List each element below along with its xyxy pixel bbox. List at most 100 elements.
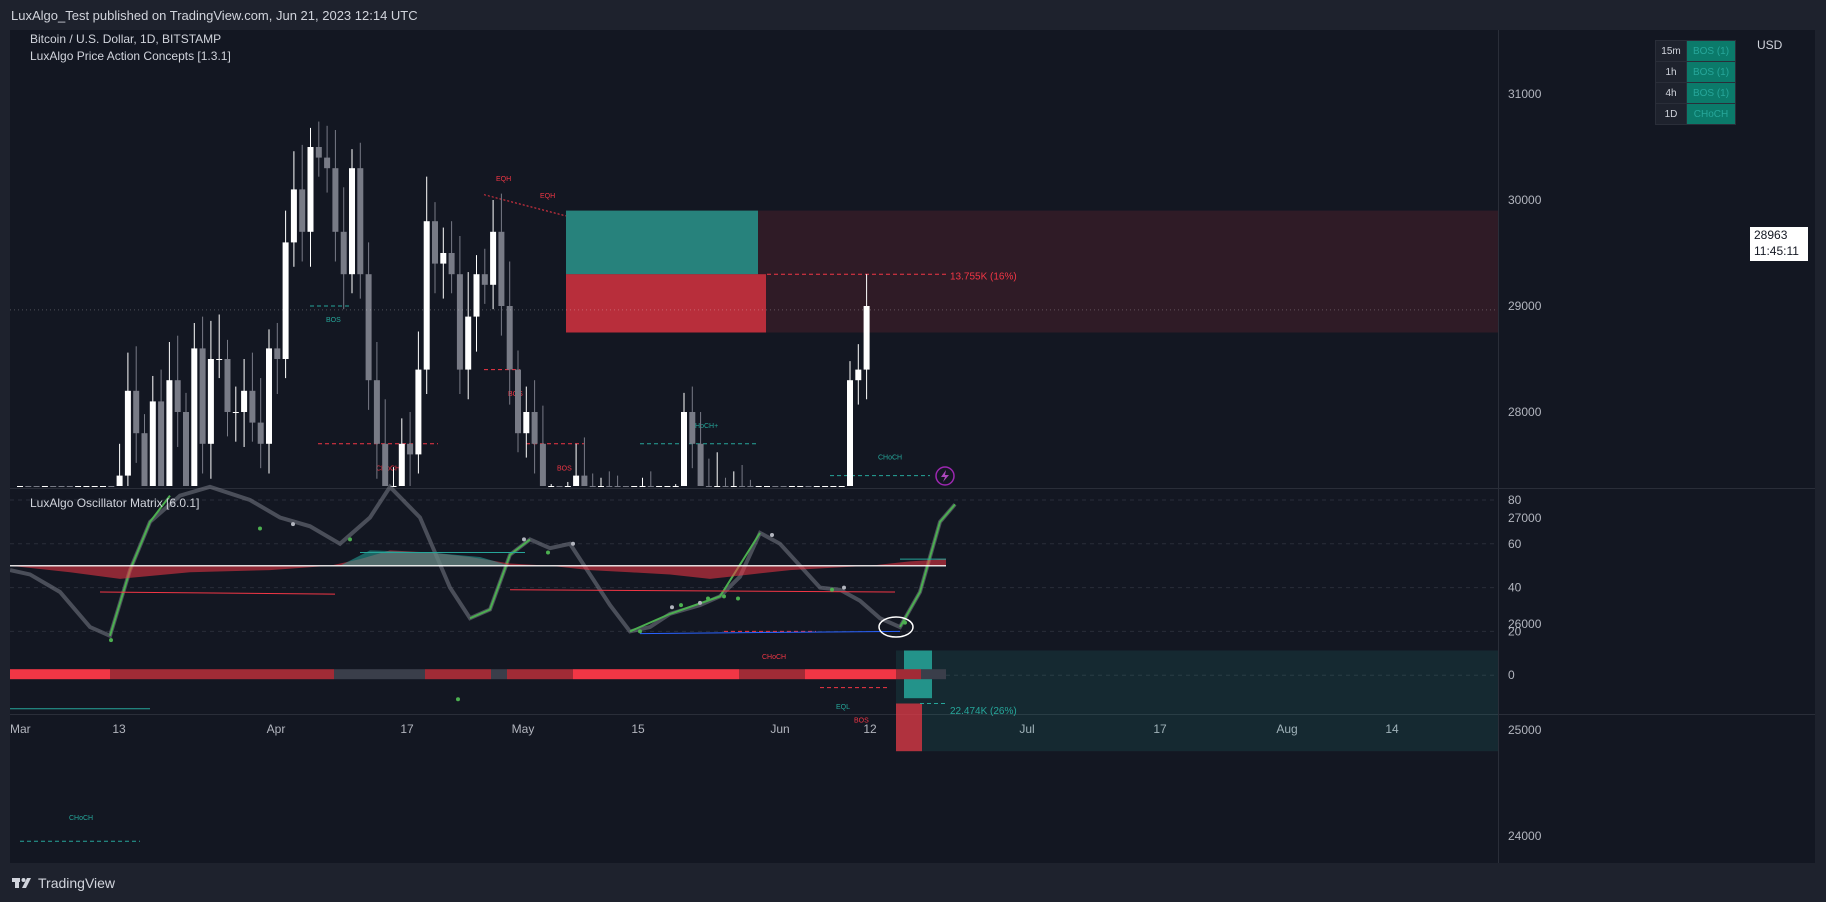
osc-bull-segment xyxy=(629,532,761,633)
candle-body xyxy=(149,401,156,486)
candle-body xyxy=(498,231,505,306)
candle-body xyxy=(398,443,405,486)
bos-label: BOS xyxy=(557,465,572,472)
mtf-status: BOS (1) xyxy=(1686,82,1736,104)
eqh-label: EQH xyxy=(496,176,511,183)
candle-body xyxy=(108,486,115,487)
time-tick-label: 17 xyxy=(400,722,414,736)
candle-body xyxy=(681,412,687,486)
candle-body xyxy=(349,168,355,275)
candle-body xyxy=(739,486,746,487)
candle-body xyxy=(50,486,57,487)
candle-body xyxy=(75,486,82,487)
candle-body xyxy=(672,486,679,487)
price-tick-label: 31000 xyxy=(1508,87,1542,101)
price-tick-label: 26000 xyxy=(1508,617,1542,631)
candle-body xyxy=(697,443,704,486)
choch-label: CHoCH xyxy=(69,815,93,822)
heatmap-segment xyxy=(739,669,805,680)
candle-body xyxy=(423,221,430,370)
candle-body xyxy=(290,189,297,243)
heatmap-segment xyxy=(491,669,507,680)
countdown-value: 11:45:11 xyxy=(1754,244,1799,258)
candle-body xyxy=(515,369,521,434)
chart-canvas[interactable]: 31000 30000 29000 28000 27000 26000 25000 24000… xyxy=(10,30,1815,863)
price-tick-label: 28000 xyxy=(1508,405,1542,419)
candle-body xyxy=(647,486,654,487)
time-tick-label: 13 xyxy=(112,722,126,736)
heatmap-segment xyxy=(334,669,425,680)
osc-signal-dot xyxy=(842,585,846,590)
currency-label[interactable]: USD xyxy=(1757,38,1783,52)
divergence-marker-icon xyxy=(878,616,914,638)
candle-body xyxy=(432,221,438,264)
candle-body xyxy=(863,306,870,370)
osc-signal-dot xyxy=(571,541,575,546)
candle-body xyxy=(755,486,762,487)
candle-body xyxy=(307,147,314,232)
osc-signal-dot xyxy=(670,605,674,610)
osc-tick-label: 20 xyxy=(1508,624,1522,638)
mtf-tf: 1D xyxy=(1655,103,1687,125)
candle-body xyxy=(158,401,165,486)
candle-body xyxy=(249,390,256,423)
candle-body xyxy=(764,486,770,487)
osc-signal-dot xyxy=(736,596,740,601)
symbol-legend[interactable]: Bitcoin / U.S. Dollar, 1D, BITSTAMP xyxy=(30,32,222,46)
candle-body xyxy=(58,486,65,487)
tradingview-icon xyxy=(12,878,31,888)
time-tick-label: Aug xyxy=(1276,722,1297,736)
candle-body xyxy=(788,486,795,487)
heatmap-segment xyxy=(896,669,921,680)
candle-body xyxy=(722,486,729,487)
candle-body xyxy=(606,486,613,487)
price-tick-label: 30000 xyxy=(1508,193,1542,207)
eqh-label: EQH xyxy=(540,193,555,200)
ob-bull-block xyxy=(566,210,758,275)
osc-signal-dot xyxy=(546,550,550,555)
candle-body xyxy=(299,189,306,232)
osc-signal-dot xyxy=(348,537,352,542)
indicator-legend-pac[interactable]: LuxAlgo Price Action Concepts [1.3.1] xyxy=(30,49,231,63)
candle-body xyxy=(199,348,206,444)
candle-body xyxy=(232,412,239,413)
mtf-tf: 1h xyxy=(1655,61,1687,83)
tradingview-logo[interactable]: TradingView xyxy=(12,875,115,891)
eql-label: EQL xyxy=(836,704,850,711)
candle-body xyxy=(473,274,480,317)
time-tick-label: Jun xyxy=(770,722,789,736)
candle-body xyxy=(41,486,48,487)
candle-body xyxy=(531,412,538,444)
candle-body xyxy=(730,486,737,487)
candle-body xyxy=(66,486,73,487)
time-tick-label: Mar xyxy=(10,722,31,736)
candle-body xyxy=(224,359,231,412)
candle-body xyxy=(83,486,90,487)
candle-body xyxy=(664,486,671,487)
candle-body xyxy=(689,412,696,444)
osc-signal-dot xyxy=(456,697,460,702)
candle-body xyxy=(847,380,853,486)
candle-body xyxy=(174,380,181,412)
candle-body xyxy=(141,433,148,486)
mtf-row: 15m BOS (1) xyxy=(1655,40,1736,62)
candle-body xyxy=(805,486,812,487)
indicator-legend-osc[interactable]: LuxAlgo Oscillator Matrix [6.0.1] xyxy=(30,496,200,510)
target-top-label: 13.755K (16%) xyxy=(950,272,1017,283)
choch-label: CHoCH+ xyxy=(690,423,718,430)
candle-body xyxy=(539,443,546,486)
candle-body xyxy=(747,486,754,487)
candle-body xyxy=(25,486,32,487)
osc-tick-label: 40 xyxy=(1508,581,1522,595)
candle-body xyxy=(639,486,646,487)
chart-area[interactable]: 31000 30000 29000 28000 27000 26000 25000 24000… xyxy=(10,30,1815,863)
candle-body xyxy=(241,390,248,412)
price-axis-separator xyxy=(1498,30,1499,863)
money-flow-area-positive xyxy=(340,550,510,566)
candle-body xyxy=(407,443,414,455)
osc-signal-dot xyxy=(258,526,262,531)
alert-lightning-glyph xyxy=(941,470,949,482)
heatmap-segment xyxy=(110,669,334,680)
mtf-status: CHoCH xyxy=(1686,103,1736,125)
candle-body xyxy=(440,253,447,264)
